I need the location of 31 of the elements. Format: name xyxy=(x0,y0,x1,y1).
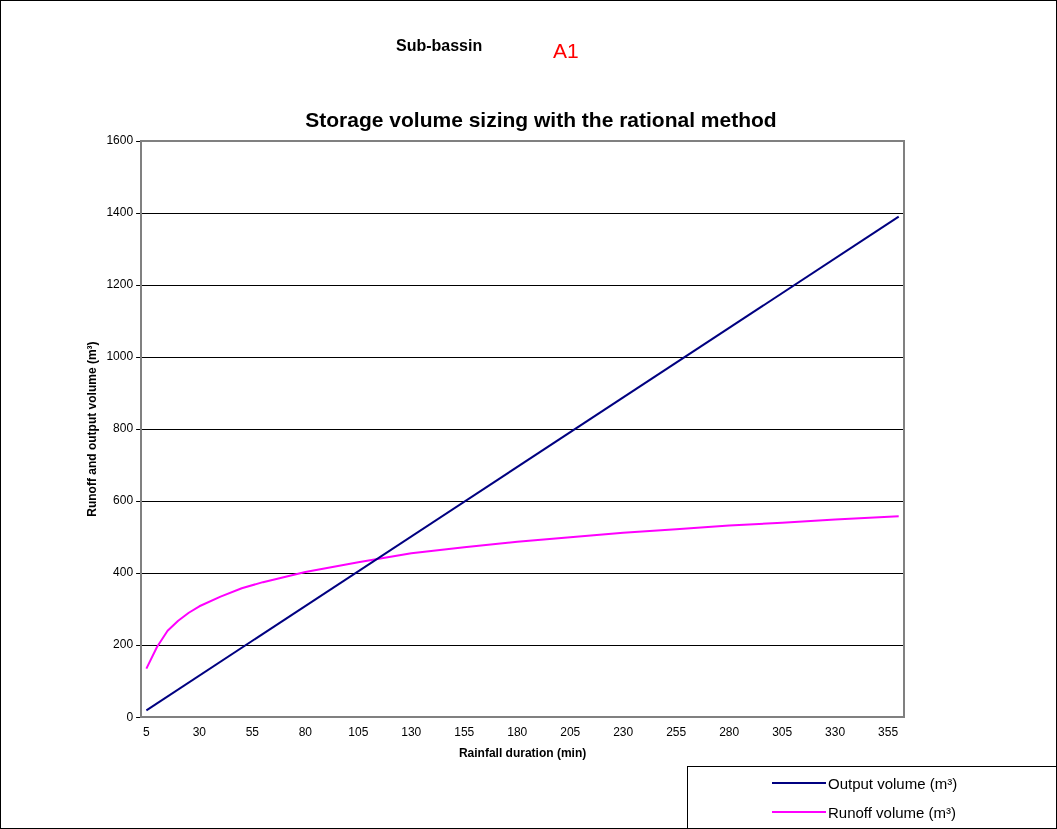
y-tick-label: 400 xyxy=(113,565,134,580)
chart-title: Storage volume sizing with the rational method xyxy=(304,108,778,132)
y-tick-label: 800 xyxy=(113,421,134,436)
y-axis-title: Runoff and output volume (m³) xyxy=(84,341,99,517)
chart-subtitle: Sub-bassin xyxy=(396,37,483,55)
y-tick-label: 0 xyxy=(126,709,134,724)
x-tick-label: 305 xyxy=(772,724,793,739)
x-tick-label: 280 xyxy=(719,724,740,739)
x-tick-label: 80 xyxy=(298,724,313,739)
y-tick-label: 1400 xyxy=(106,205,134,220)
y-tick-label: 1600 xyxy=(106,133,134,148)
x-tick-label: 130 xyxy=(401,724,422,739)
y-tick-label: 200 xyxy=(113,637,134,652)
x-tick-label: 205 xyxy=(560,724,581,739)
legend-label: Output volume (m³) xyxy=(828,774,958,792)
x-tick-label: 5 xyxy=(143,724,151,739)
x-tick-label: 230 xyxy=(613,724,634,739)
x-tick-label: 255 xyxy=(666,724,687,739)
y-tick-label: 1000 xyxy=(106,349,134,364)
x-tick-label: 105 xyxy=(348,724,369,739)
x-tick-label: 30 xyxy=(192,724,207,739)
y-tick-label: 1200 xyxy=(106,277,134,292)
legend-label: Runoff volume (m³) xyxy=(828,803,957,821)
x-tick-label: 330 xyxy=(825,724,846,739)
x-tick-label: 180 xyxy=(507,724,528,739)
x-tick-label: 155 xyxy=(454,724,475,739)
text: A1 xyxy=(553,39,579,63)
x-tick-label: 55 xyxy=(245,724,260,739)
x-tick-label: 355 xyxy=(878,724,899,739)
x-axis-title: Rainfall duration (min) xyxy=(458,746,587,761)
y-tick-label: 600 xyxy=(113,493,134,508)
